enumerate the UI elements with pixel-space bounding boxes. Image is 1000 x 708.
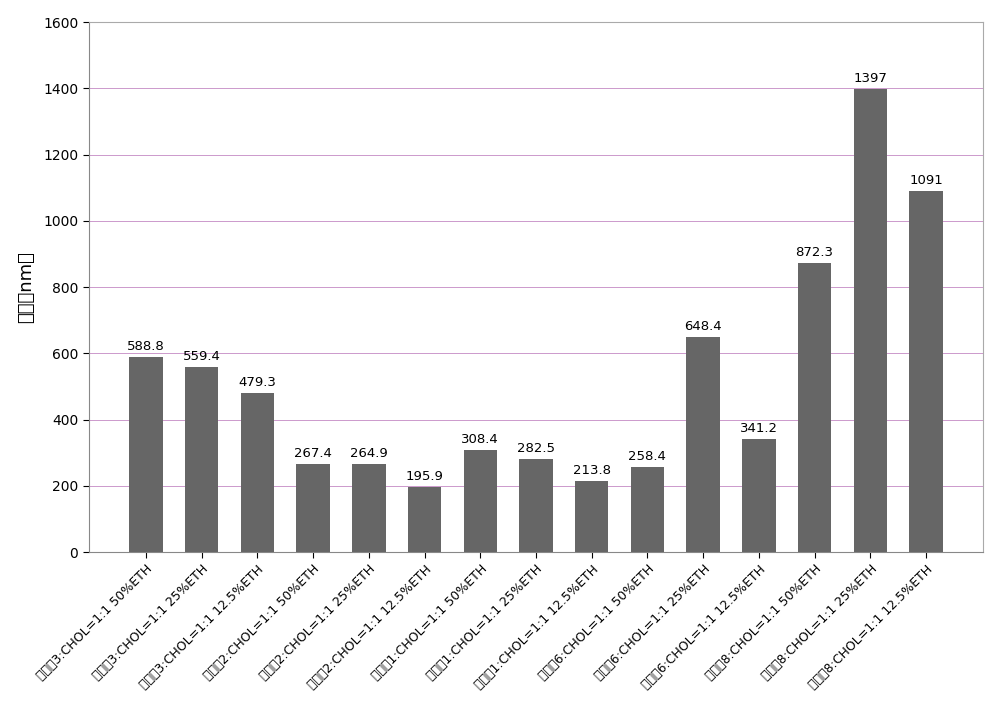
Bar [631, 467, 664, 552]
Text: 308.4: 308.4 [461, 433, 499, 446]
Text: 1091: 1091 [909, 173, 943, 187]
Bar [686, 338, 720, 552]
Bar [185, 367, 218, 552]
Text: 195.9: 195.9 [406, 470, 444, 484]
Text: 872.3: 872.3 [796, 246, 834, 259]
Bar [241, 394, 274, 552]
Bar [129, 357, 163, 552]
Text: 1397: 1397 [853, 72, 887, 86]
Text: 648.4: 648.4 [684, 321, 722, 333]
Bar [854, 89, 887, 552]
Bar [352, 464, 386, 552]
Bar [575, 481, 608, 552]
Bar [464, 450, 497, 552]
Bar [408, 487, 441, 552]
Text: 267.4: 267.4 [294, 447, 332, 459]
Bar [798, 263, 831, 552]
Text: 282.5: 282.5 [517, 442, 555, 455]
Text: 559.4: 559.4 [183, 350, 221, 363]
Bar [519, 459, 553, 552]
Bar [909, 190, 943, 552]
Bar [296, 464, 330, 552]
Text: 264.9: 264.9 [350, 447, 388, 460]
Text: 213.8: 213.8 [573, 464, 611, 477]
Text: 258.4: 258.4 [628, 450, 666, 462]
Text: 341.2: 341.2 [740, 422, 778, 435]
Text: 588.8: 588.8 [127, 340, 165, 353]
Text: 479.3: 479.3 [239, 377, 276, 389]
Bar [742, 439, 776, 552]
Y-axis label: 粒径（nm）: 粒径（nm） [17, 251, 35, 323]
